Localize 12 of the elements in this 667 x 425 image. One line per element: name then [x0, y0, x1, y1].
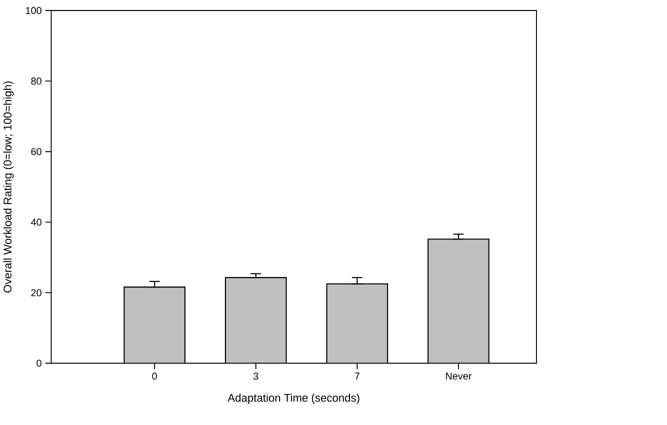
- x-tick-label: 3: [253, 372, 258, 380]
- y-tick-label: 100: [26, 7, 42, 14]
- y-tick-label: 60: [31, 148, 42, 156]
- y-tick-label: 20: [31, 289, 42, 296]
- x-tick-label: 0: [152, 372, 157, 380]
- y-tick-label: 40: [30, 218, 42, 226]
- y-axis-title: Overall Workload Rating (0=low; 100=high): [3, 82, 14, 293]
- x-axis-title: Adaptation Time (seconds): [228, 394, 360, 404]
- y-tick-label: 0: [36, 360, 42, 367]
- x-tick-label: 7: [354, 372, 360, 380]
- y-tick-label: 80: [31, 78, 42, 85]
- x-tick-label: Never: [446, 372, 472, 380]
